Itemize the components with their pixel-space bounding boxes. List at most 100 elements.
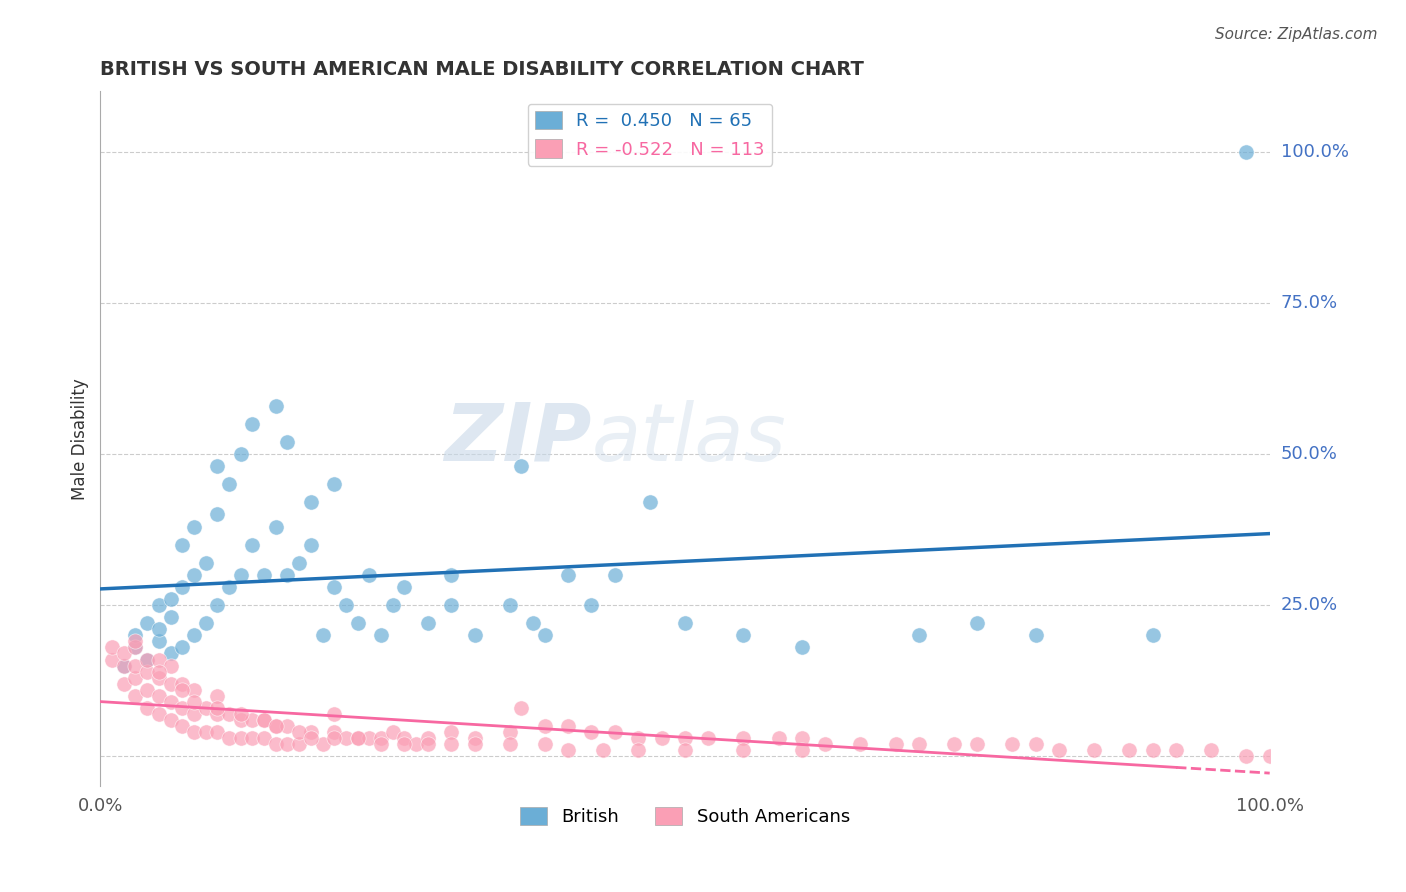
Point [733, 743, 755, 757]
Point [370, 737, 392, 751]
Point [790, 640, 813, 655]
Point [229, 731, 252, 745]
Point [557, 567, 579, 582]
Point [323, 731, 346, 745]
Point [790, 731, 813, 745]
Point [148, 706, 170, 721]
Point [733, 628, 755, 642]
Point [136, 616, 159, 631]
Point [229, 706, 252, 721]
Point [159, 676, 181, 690]
Point [299, 538, 322, 552]
Point [381, 725, 404, 739]
Point [229, 713, 252, 727]
Point [299, 725, 322, 739]
Point [172, 676, 194, 690]
Point [194, 616, 217, 631]
Point [264, 519, 287, 533]
Point [943, 737, 966, 751]
Point [359, 731, 381, 745]
Point [148, 634, 170, 648]
Legend: British, South Americans: British, South Americans [513, 799, 858, 833]
Text: BRITISH VS SOUTH AMERICAN MALE DISABILITY CORRELATION CHART: BRITISH VS SOUTH AMERICAN MALE DISABILIT… [100, 60, 865, 78]
Point [136, 682, 159, 697]
Point [207, 508, 229, 522]
Point [124, 640, 146, 655]
Point [498, 737, 520, 751]
Point [218, 580, 240, 594]
Point [148, 671, 170, 685]
Point [522, 616, 544, 631]
Point [416, 616, 439, 631]
Point [849, 737, 872, 751]
Point [1166, 743, 1188, 757]
Point [101, 640, 124, 655]
Point [253, 567, 276, 582]
Point [581, 725, 603, 739]
Point [323, 580, 346, 594]
Point [1258, 749, 1281, 764]
Point [264, 719, 287, 733]
Point [207, 725, 229, 739]
Point [335, 731, 357, 745]
Point [394, 731, 416, 745]
Point [498, 598, 520, 612]
Point [194, 701, 217, 715]
Point [172, 719, 194, 733]
Point [533, 628, 555, 642]
Point [148, 652, 170, 666]
Point [240, 417, 263, 431]
Point [533, 737, 555, 751]
Point [299, 731, 322, 745]
Point [136, 652, 159, 666]
Point [510, 701, 533, 715]
Point [183, 682, 205, 697]
Point [194, 556, 217, 570]
Point [159, 713, 181, 727]
Point [405, 737, 427, 751]
Point [159, 610, 181, 624]
Point [207, 706, 229, 721]
Point [207, 701, 229, 715]
Point [510, 459, 533, 474]
Point [288, 737, 311, 751]
Point [124, 634, 146, 648]
Point [323, 706, 346, 721]
Point [264, 719, 287, 733]
Point [359, 567, 381, 582]
Point [498, 725, 520, 739]
Y-axis label: Male Disability: Male Disability [72, 378, 89, 500]
Point [394, 737, 416, 751]
Point [183, 567, 205, 582]
Point [183, 725, 205, 739]
Point [112, 647, 135, 661]
Point [1025, 628, 1047, 642]
Point [1118, 743, 1140, 757]
Point [276, 719, 298, 733]
Point [194, 725, 217, 739]
Point [790, 743, 813, 757]
Point [172, 701, 194, 715]
Point [299, 495, 322, 509]
Text: ZIP: ZIP [444, 400, 592, 478]
Point [627, 743, 650, 757]
Point [416, 737, 439, 751]
Point [172, 682, 194, 697]
Point [148, 665, 170, 679]
Point [638, 495, 661, 509]
Point [603, 567, 626, 582]
Point [1234, 145, 1257, 159]
Point [183, 519, 205, 533]
Point [814, 737, 837, 751]
Point [276, 567, 298, 582]
Point [136, 652, 159, 666]
Text: 50.0%: 50.0% [1281, 445, 1337, 463]
Point [240, 713, 263, 727]
Point [697, 731, 720, 745]
Point [218, 731, 240, 745]
Point [557, 719, 579, 733]
Point [768, 731, 790, 745]
Point [1142, 628, 1164, 642]
Point [229, 447, 252, 461]
Point [394, 580, 416, 594]
